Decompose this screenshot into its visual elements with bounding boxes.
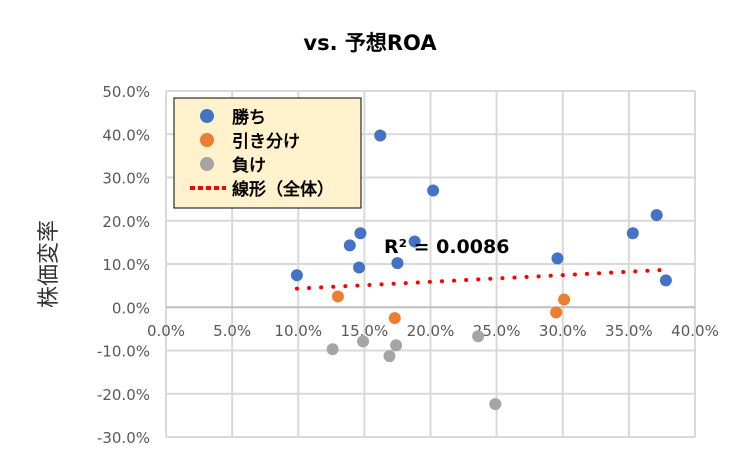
- y-tick-label: -30.0%: [97, 429, 150, 447]
- legend-marker: [200, 133, 214, 147]
- data-point: [357, 335, 370, 348]
- data-point: [391, 257, 404, 270]
- data-point: [353, 261, 366, 274]
- y-tick-label: 30.0%: [102, 170, 150, 188]
- data-point: [550, 306, 563, 319]
- y-tick-label: -10.0%: [97, 343, 150, 361]
- data-point: [390, 339, 403, 352]
- data-point: [326, 343, 339, 356]
- data-point: [650, 209, 663, 222]
- data-point: [408, 235, 421, 248]
- data-point: [343, 239, 356, 252]
- y-tick-label: 20.0%: [102, 213, 150, 231]
- y-axis-label: 株価変率: [37, 220, 62, 308]
- x-tick-label: 0.0%: [147, 322, 185, 340]
- x-tick-label: 40.0%: [671, 322, 719, 340]
- data-point: [290, 269, 303, 282]
- y-tick-label: 40.0%: [102, 126, 150, 144]
- x-tick-label: 10.0%: [274, 322, 322, 340]
- data-point: [659, 274, 672, 287]
- data-point: [626, 227, 639, 240]
- x-tick-label: 20.0%: [407, 322, 455, 340]
- legend-label: 負け: [232, 156, 266, 176]
- x-tick-label: 15.0%: [341, 322, 389, 340]
- r-squared-annotation: R² = 0.0086: [384, 236, 509, 258]
- x-tick-label: 5.0%: [213, 322, 251, 340]
- y-tick-label: -20.0%: [97, 386, 150, 404]
- y-tick-label: 10.0%: [102, 256, 150, 274]
- data-point: [388, 312, 401, 325]
- data-point: [472, 330, 485, 343]
- x-tick-label: 30.0%: [539, 322, 587, 340]
- data-point: [331, 290, 344, 303]
- data-point: [427, 184, 440, 197]
- data-point: [383, 350, 396, 363]
- x-tick-label: 35.0%: [605, 322, 653, 340]
- chart-title: vs. 予想ROA: [303, 31, 437, 55]
- data-point: [489, 398, 502, 411]
- legend-label: 勝ち: [232, 107, 266, 128]
- data-point: [374, 129, 387, 142]
- data-point: [551, 252, 564, 265]
- trendline: [294, 268, 664, 291]
- data-point: [558, 293, 571, 306]
- x-tick-label: 25.0%: [473, 322, 521, 340]
- y-tick-label: 50.0%: [102, 83, 150, 101]
- legend-label: 引き分け: [232, 132, 300, 152]
- legend-label: 線形（全体）: [232, 179, 334, 200]
- data-point: [354, 227, 367, 240]
- legend-marker: [200, 109, 214, 123]
- legend-marker: [200, 157, 214, 171]
- y-tick-label: 0.0%: [112, 299, 150, 317]
